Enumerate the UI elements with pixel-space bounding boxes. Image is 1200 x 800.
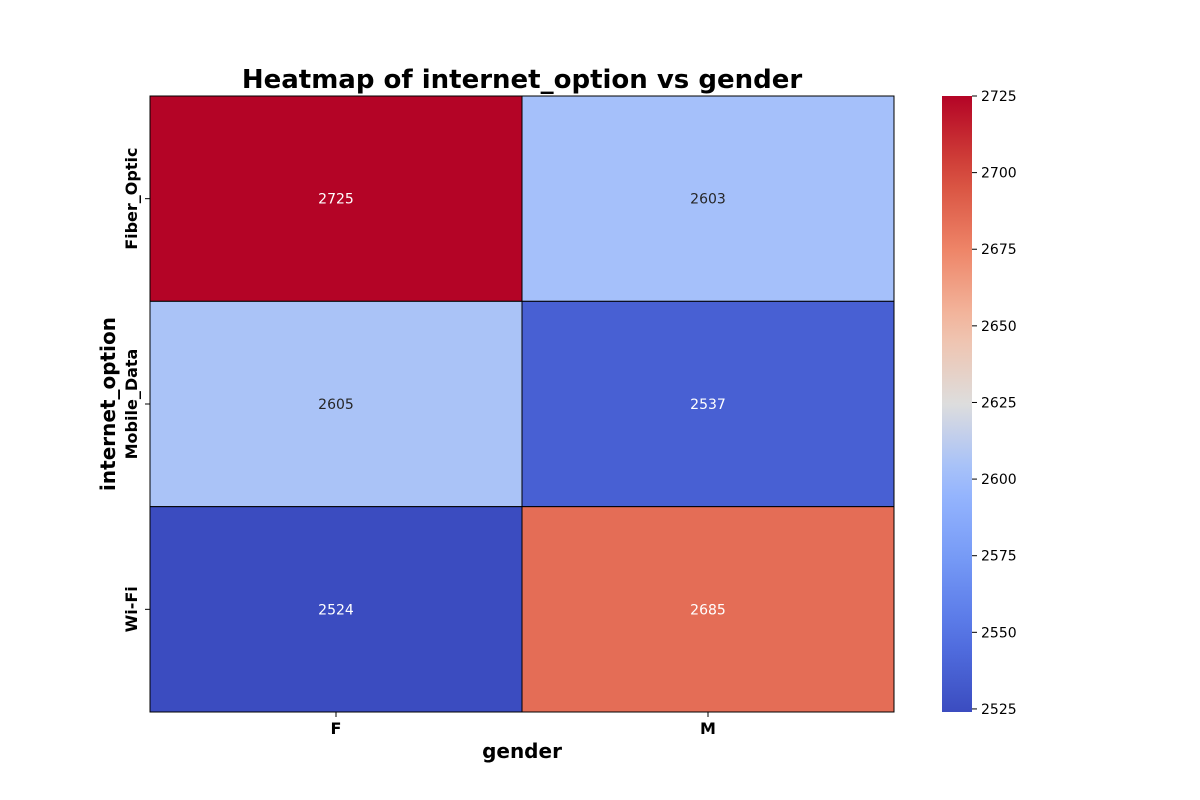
cell-value-label: 2725 [318, 192, 354, 208]
heatmap-cell [521, 300, 895, 508]
heatmap-cell [149, 95, 523, 302]
colorbar-tick-label: 2625 [981, 395, 1017, 411]
heatmap-cell [149, 506, 523, 713]
cell-value-label: 2603 [690, 192, 726, 208]
colorbar-tick-label: 2600 [981, 472, 1017, 488]
colorbar-gradient [942, 96, 972, 712]
y-tick-label: Mobile_Data [122, 349, 141, 460]
chart-title: Heatmap of internet_option vs gender [242, 65, 802, 95]
colorbar-tick-label: 2575 [981, 549, 1017, 565]
heatmap-cell [521, 506, 895, 713]
colorbar-tick-label: 2525 [981, 702, 1017, 718]
cell-value-label: 2537 [690, 397, 726, 413]
y-tick-label: Wi-Fi [122, 586, 141, 632]
colorbar-tick-label: 2550 [981, 625, 1017, 641]
y-tick-label: Fiber_Optic [122, 148, 141, 250]
cell-value-label: 2524 [318, 602, 354, 618]
x-tick-label: F [331, 719, 342, 738]
colorbar-tick-label: 2675 [981, 242, 1017, 258]
heatmap-cell [521, 95, 895, 302]
cell-value-label: 2605 [318, 397, 354, 413]
colorbar-tick-label: 2700 [981, 166, 1017, 182]
heatmap-cell [149, 300, 523, 508]
heatmap-cells: 2725 2603 2605 2537 2524 2685 [149, 95, 895, 713]
cell-value-label: 2685 [690, 602, 726, 618]
colorbar-tick-label: 2650 [981, 319, 1017, 335]
colorbar: 2525 2550 2575 2600 2625 2650 2675 2700 2725 [942, 89, 1017, 718]
x-axis-label: gender [482, 739, 562, 763]
y-ticks: Fiber_Optic Mobile_Data Wi-Fi [122, 148, 150, 632]
x-tick-label: M [700, 719, 716, 738]
colorbar-tick-label: 2725 [981, 89, 1017, 105]
y-axis-label: internet_option [96, 317, 120, 491]
